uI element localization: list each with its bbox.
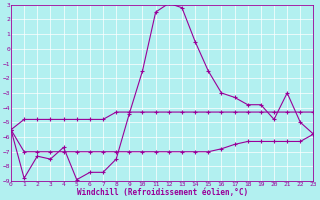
X-axis label: Windchill (Refroidissement éolien,°C): Windchill (Refroidissement éolien,°C): [77, 188, 248, 197]
